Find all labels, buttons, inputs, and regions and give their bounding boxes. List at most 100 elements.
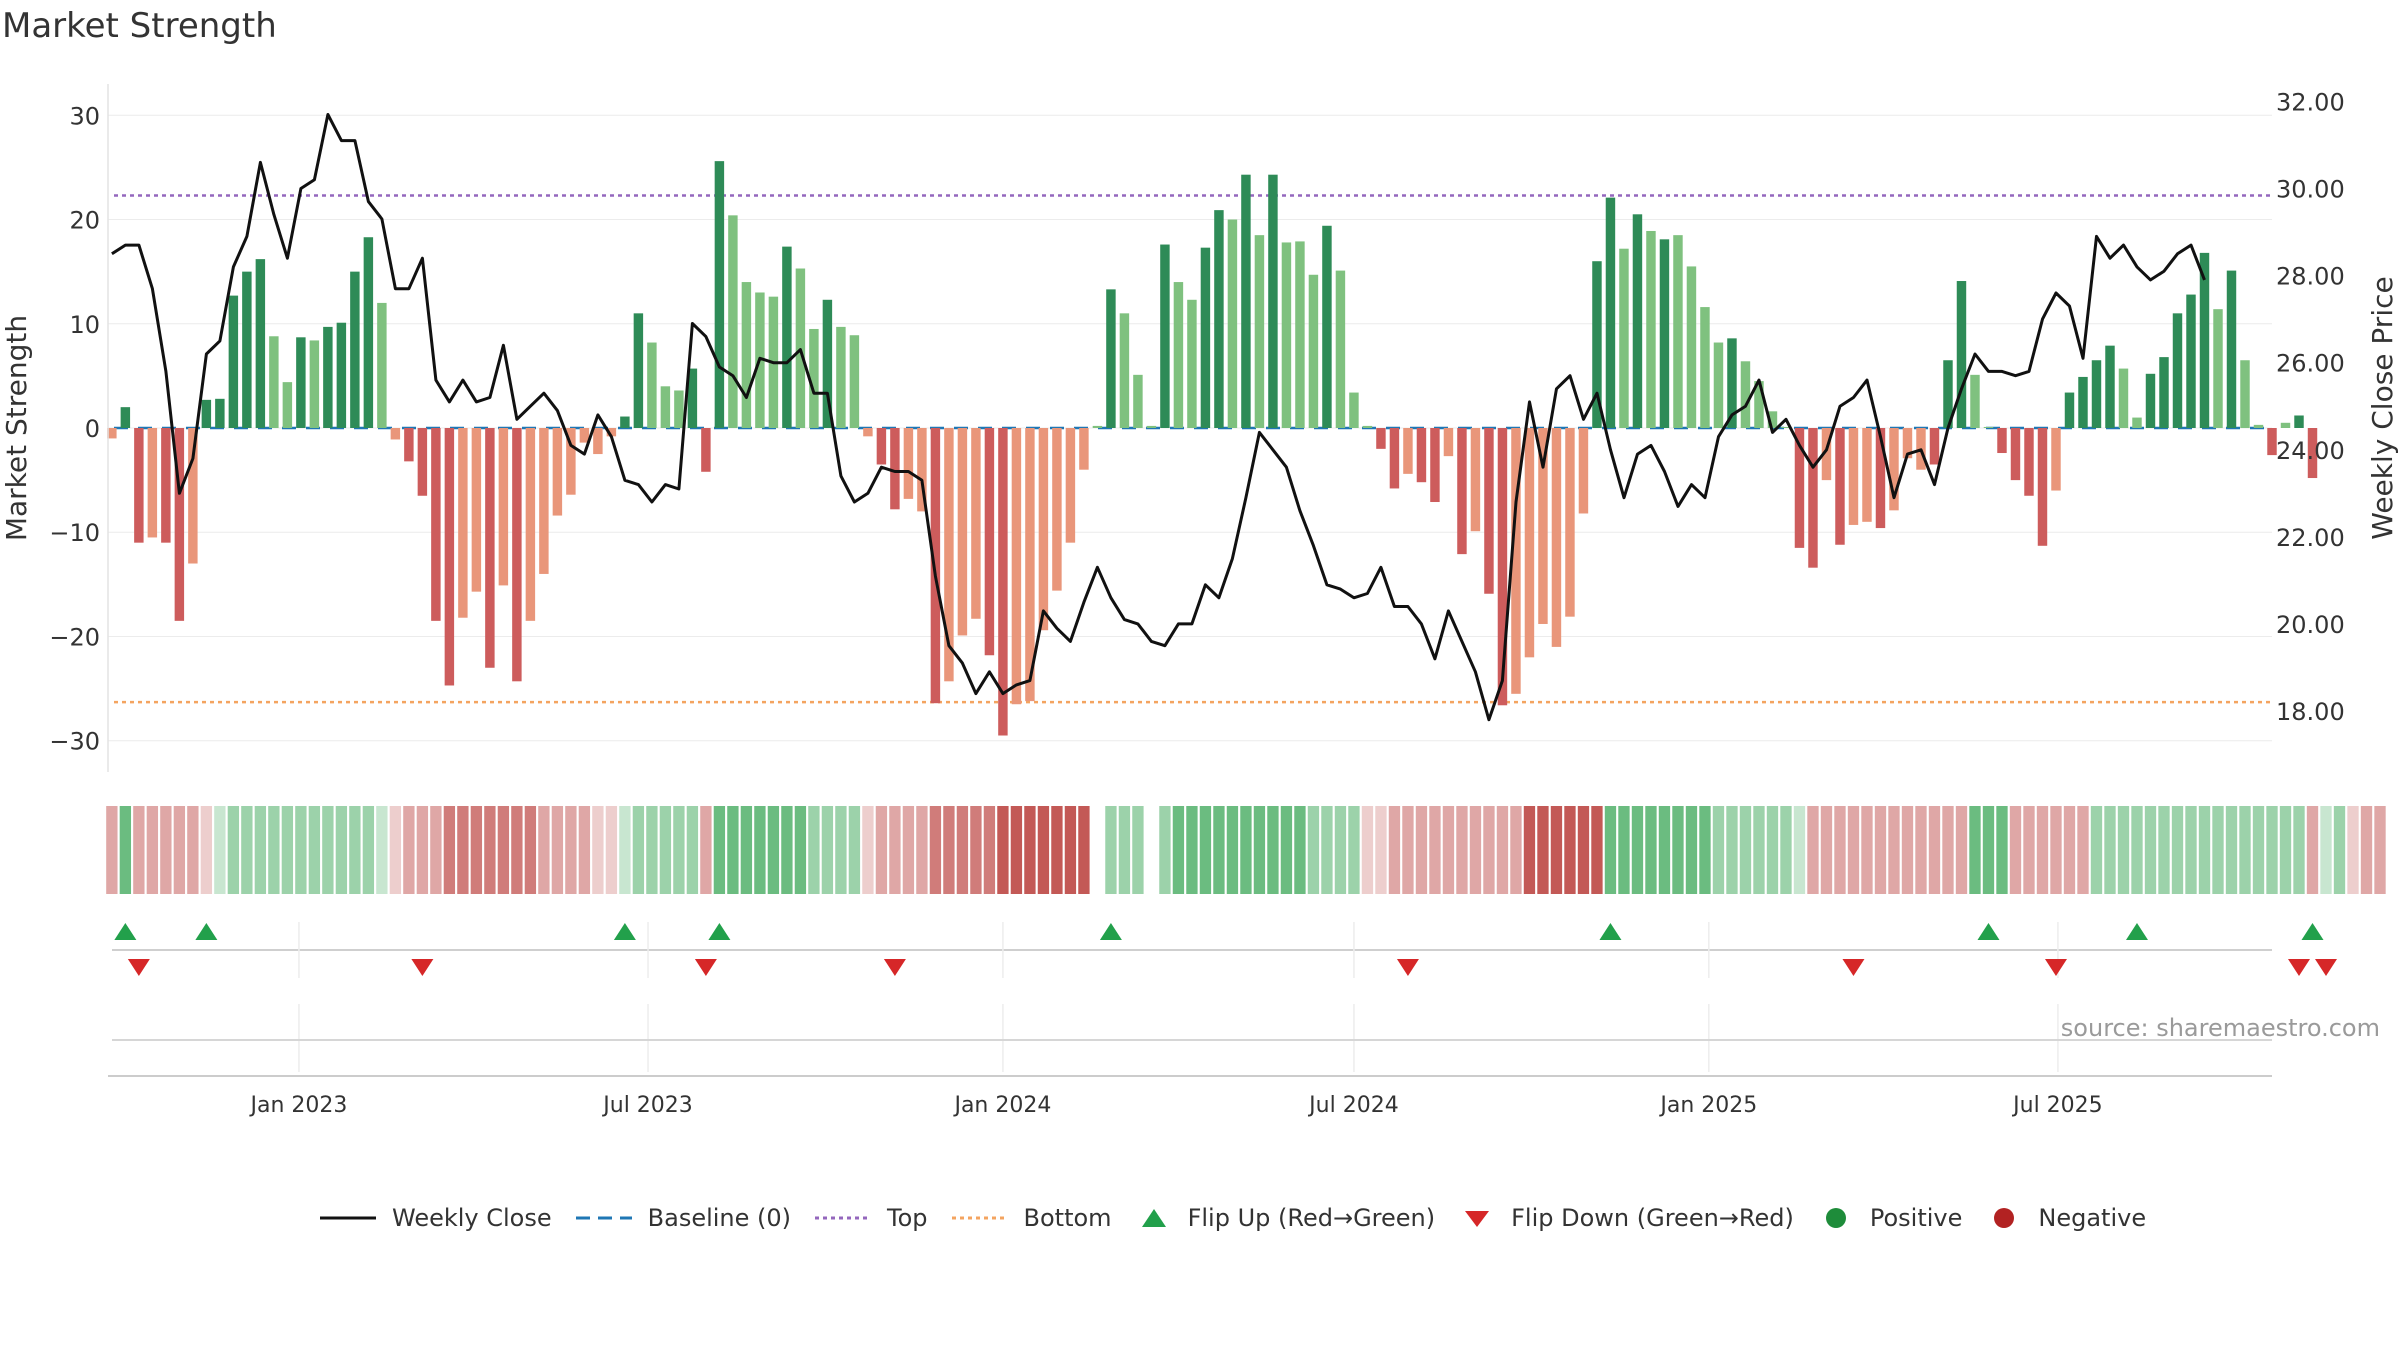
regime-cell [1874, 806, 1887, 894]
regime-cell [241, 806, 253, 894]
strength-bar [1970, 374, 1980, 428]
regime-cell [1861, 806, 1873, 894]
regime-cell [1550, 806, 1563, 894]
regime-cell [1618, 806, 1630, 894]
regime-cell [902, 806, 915, 894]
strength-bar [620, 416, 630, 428]
regime-cell [754, 806, 766, 894]
regime-cell [1672, 806, 1684, 894]
strength-bar [579, 428, 590, 443]
regime-cell [835, 806, 847, 894]
strength-bar [2145, 373, 2156, 428]
strength-bar [728, 215, 738, 428]
regime-cell [659, 806, 672, 894]
regime-cell [214, 806, 226, 894]
legend-item-negative: Negative [1984, 1206, 2146, 1230]
strength-bar [458, 428, 468, 618]
x-tick-label: Jan 2024 [952, 1093, 1051, 1118]
y2-tick-label: 18.00 [2276, 698, 2345, 726]
strength-bar [1875, 428, 1886, 529]
regime-cell [1955, 806, 1968, 894]
flip-up-marker [1099, 923, 1122, 940]
regime-cell [1402, 806, 1414, 894]
regime-cell [2077, 806, 2089, 894]
regime-cell [1172, 806, 1185, 894]
regime-cell [1645, 806, 1657, 894]
regime-cell [1280, 806, 1293, 894]
regime-cell [2306, 806, 2319, 894]
regime-cell [403, 806, 415, 894]
regime-cell [538, 806, 550, 894]
strength-bar [228, 295, 239, 428]
regime-cell [970, 806, 982, 894]
line-dotted-purple-icon [815, 1216, 872, 1220]
strength-bar [1673, 235, 1683, 428]
regime-cell [106, 806, 118, 894]
regime-cell [2347, 806, 2359, 894]
y-tick-label: 30 [69, 102, 100, 130]
regime-cell [1051, 806, 1063, 894]
regime-cell [281, 806, 294, 894]
regime-cell [1334, 806, 1347, 894]
regime-cell [1604, 806, 1617, 894]
regime-cell [2171, 806, 2184, 894]
strength-bar [1727, 338, 1737, 428]
strength-bar [282, 382, 293, 428]
strength-bar [606, 428, 617, 437]
chart-title: Market Strength [2, 6, 277, 46]
strength-bar [1254, 235, 1265, 428]
regime-cell [146, 806, 159, 894]
flip-up-marker [195, 923, 218, 940]
y-tick-label: −30 [49, 728, 100, 756]
strength-bar [1295, 241, 1305, 428]
y-axis-title: Market Strength [0, 315, 33, 541]
flip-down-marker [883, 959, 906, 976]
strength-bar [471, 428, 482, 592]
regime-cell [2090, 806, 2103, 894]
strength-bar [242, 271, 252, 428]
strength-bar [1821, 428, 1832, 481]
strength-bar [1106, 289, 1116, 428]
regime-cell [1982, 806, 1995, 894]
flip-up-marker [1977, 923, 2000, 940]
regime-cell [1024, 806, 1036, 894]
regime-cell [335, 806, 348, 894]
regime-cell [1780, 806, 1792, 894]
regime-cell [1240, 806, 1252, 894]
strength-bar [1470, 428, 1481, 532]
strength-bar [336, 322, 347, 428]
flip-up-marker [2301, 923, 2324, 940]
regime-cell [2023, 806, 2035, 894]
regime-cell [632, 806, 645, 894]
strength-bar [2091, 360, 2102, 428]
strength-bar [1659, 239, 1670, 428]
strength-bar [107, 428, 117, 439]
regime-cell [1577, 806, 1590, 894]
regime-cell [1685, 806, 1698, 894]
regime-cell [2252, 806, 2265, 894]
regime-cell [1078, 806, 1090, 894]
regime-cell [686, 806, 699, 894]
strength-bar [633, 313, 644, 428]
regime-cell [1793, 806, 1806, 894]
strength-bar [1065, 428, 1076, 543]
regime-cell [416, 806, 429, 894]
flip-down-marker [411, 959, 434, 976]
regime-cell [1834, 806, 1846, 894]
strength-bar [174, 428, 185, 621]
strength-bar [431, 428, 441, 621]
regime-cell [443, 806, 456, 894]
regime-cell [1901, 806, 1914, 894]
regime-cell [457, 806, 469, 894]
regime-cell [1415, 806, 1428, 894]
regime-cell [524, 806, 537, 894]
strength-bar [1713, 342, 1724, 428]
y-tick-label: 0 [85, 415, 100, 443]
strength-bar [890, 428, 900, 510]
strength-bar [1079, 428, 1089, 470]
strength-bar [849, 335, 860, 428]
regime-cell [997, 806, 1009, 894]
strength-bar [593, 428, 603, 455]
y-tick-label: −10 [49, 519, 100, 547]
